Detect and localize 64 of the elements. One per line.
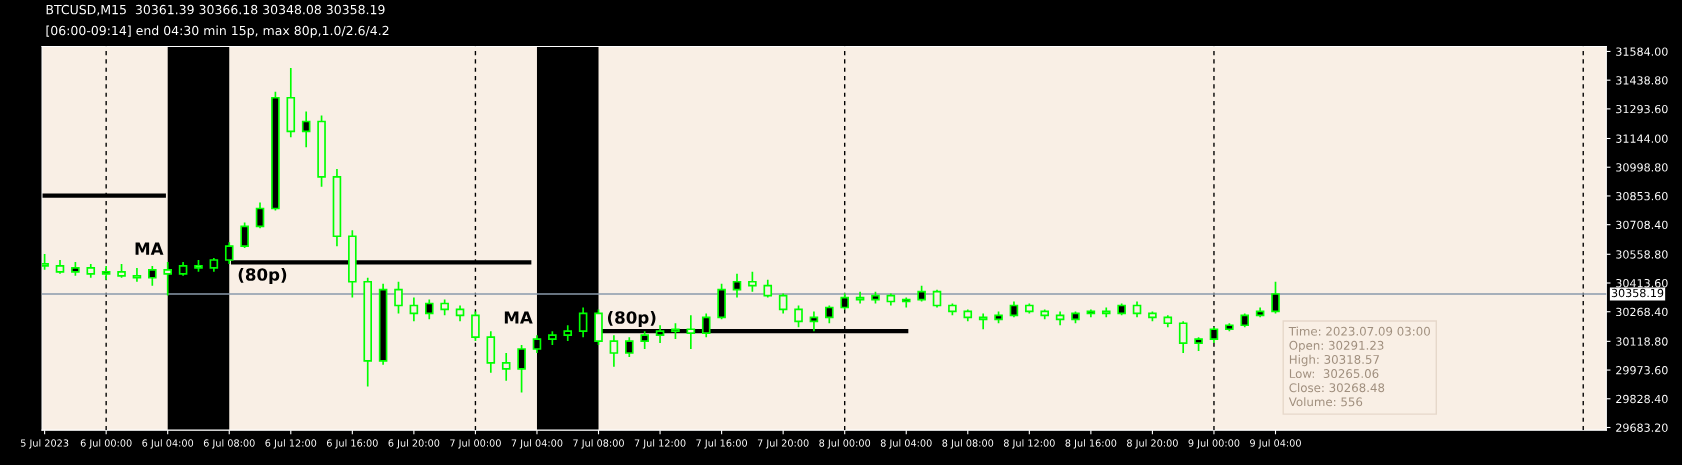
y-tick-label: 30998.80 [1616,163,1668,172]
candlestick [1178,320,1188,354]
x-tick-label: 6 Jul 20:00 [388,439,440,449]
x-tick-label: 7 Jul 16:00 [696,439,748,449]
x-tick-label: 8 Jul 08:00 [942,439,994,449]
candlestick [732,272,742,299]
candlestick [1271,280,1280,315]
candlestick [148,265,157,287]
x-tick-label: 7 Jul 12:00 [634,439,686,449]
x-tick-label: 7 Jul 04:00 [511,439,563,449]
candlestick [163,261,173,297]
x-tick-label: 8 Jul 00:00 [819,439,871,449]
candlestick [240,221,249,249]
y-tick-label: 31293.60 [1616,104,1668,114]
candlestick [255,201,265,230]
y-tick-label: 31584.00 [1616,47,1668,56]
chart-subtitle: [06:00-09:14] end 04:30 min 15p, max 80p,1.0/2.6/4.2 [46,25,389,38]
annotation: Time: 2023.07.09 03:00 Open: 30291.23 High: 30318.57 Low: 30265.06 Close: 30268.48 Volume: 556 [1288,326,1430,407]
candlestick [471,310,480,342]
y-tick-label: 29973.60 [1616,366,1668,375]
candlestick [409,296,419,323]
candlestick [394,280,403,315]
x-tick-label: 9 Jul 00:00 [1188,439,1240,449]
candlestick [794,304,803,329]
x-tick-label: 7 Jul 20:00 [757,439,809,449]
x-tick-label: 7 Jul 08:00 [573,439,624,449]
y-tick-label: 29828.40 [1616,394,1668,404]
x-tick-label: 8 Jul 16:00 [1065,439,1117,449]
annotation: (80p) [607,310,656,328]
chart-title: BTCUSD,M15 30361.39 30366.18 30348.08 30358.19 [46,4,385,16]
candlestick [624,336,634,358]
y-tick-label: 30558.80 [1616,250,1668,259]
x-tick-label: 9 Jul 04:00 [1250,439,1301,449]
x-tick-label: 6 Jul 04:00 [142,439,194,449]
y-tick-label: 30268.40 [1616,307,1668,317]
x-tick-label: 5 Jul 2023 [20,439,69,449]
x-tick-label: 6 Jul 12:00 [265,439,317,449]
y-tick-label: 29683.20 [1616,423,1668,432]
annotation: MA [135,242,164,255]
y-tick-label: 30118.80 [1616,337,1668,346]
x-tick-label: 8 Jul 12:00 [1003,439,1055,449]
x-tick-label: 8 Jul 04:00 [880,439,932,449]
x-tick-label: 7 Jul 00:00 [450,439,501,449]
y-tick-label: 30708.40 [1616,220,1668,230]
y-tick-label: 30413.60 [1616,278,1668,288]
candlestick [686,314,696,350]
candlestick [609,334,619,368]
annotation: MA [504,311,533,324]
x-tick-label: 6 Jul 16:00 [326,439,378,449]
candlestick [424,298,434,321]
candlestick [501,352,511,382]
x-tick-label: 8 Jul 20:00 [1127,439,1178,449]
candlestick [301,110,311,149]
x-tick-label: 6 Jul 08:00 [203,439,255,449]
y-tick-label: 31438.80 [1616,76,1668,85]
y-tick-label: 30853.60 [1616,191,1668,201]
x-tick-label: 6 Jul 00:00 [80,439,132,449]
y-tick-label: 31144.00 [1616,134,1668,143]
ref-line-label: 30358.19 [1611,288,1664,298]
candlestick [748,271,757,293]
candlestick [778,292,788,315]
annotation: (80p) [238,267,287,285]
candlestick [578,306,588,338]
candlestick [517,344,526,394]
